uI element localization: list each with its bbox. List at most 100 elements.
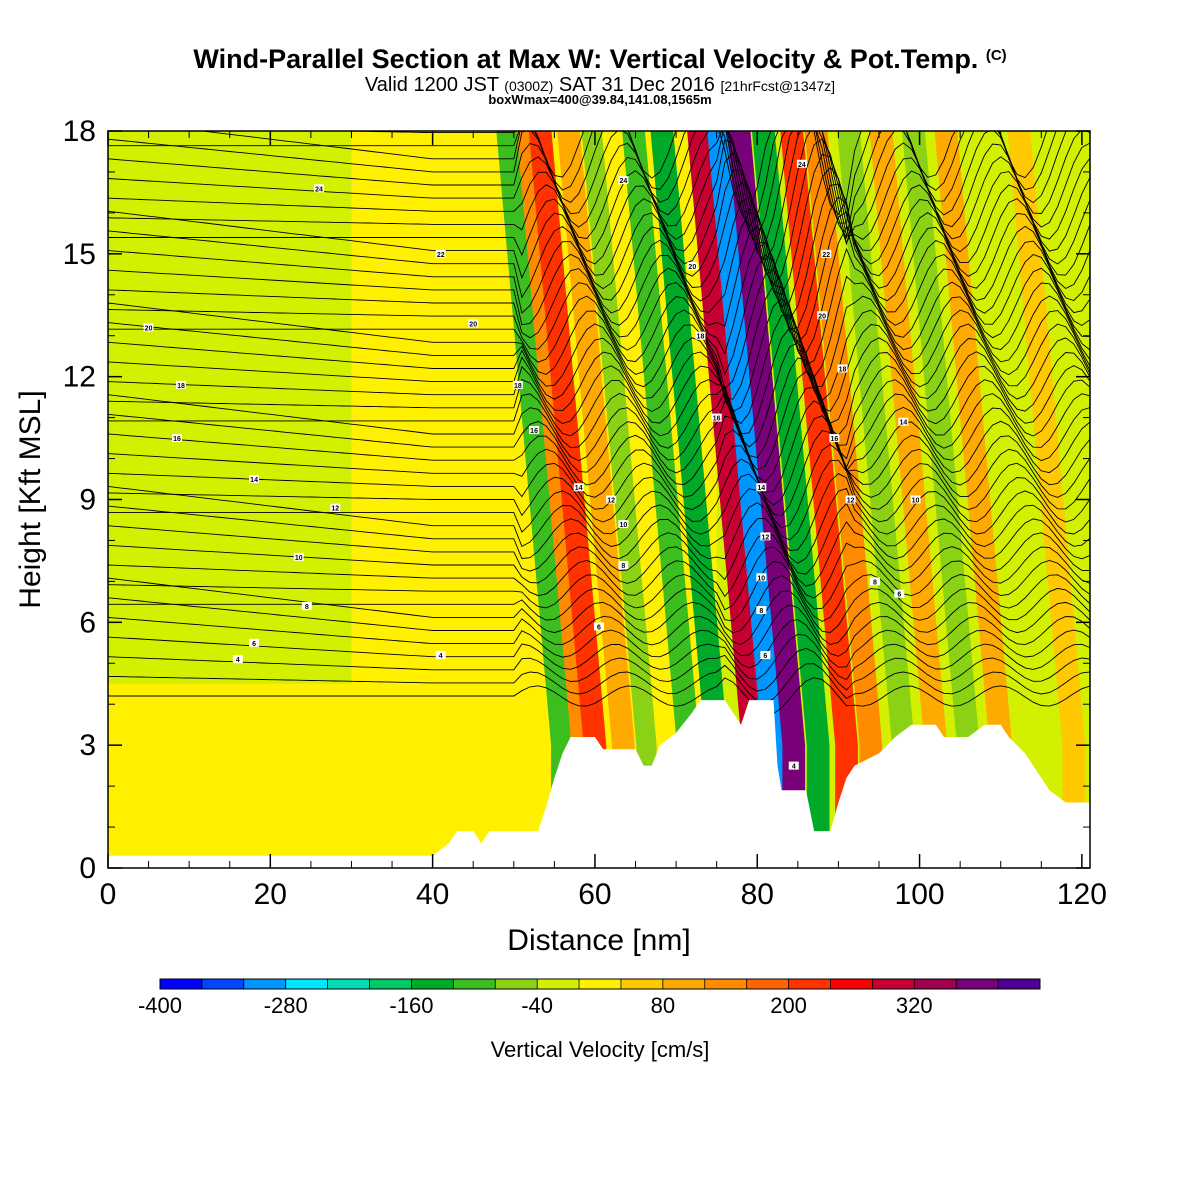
- contour-label-bg: [711, 413, 722, 422]
- contour-label: 16: [830, 436, 838, 443]
- colorbar-swatch: [369, 979, 412, 989]
- contour-label-bg: [618, 561, 629, 570]
- contour-label-bg: [594, 622, 604, 631]
- colorbar-swatch: [914, 979, 957, 989]
- contour-label-bg: [898, 417, 909, 426]
- contour-label: 14: [899, 420, 907, 427]
- contour-label: 16: [173, 436, 181, 443]
- colorbar-swatch: [453, 979, 496, 989]
- contour-label-bg: [869, 577, 880, 586]
- contour-label-bg: [788, 761, 799, 770]
- wave-band: [687, 131, 765, 868]
- theta-contour-line: [108, 458, 1090, 541]
- contour-label: 20: [688, 264, 696, 271]
- y-axis-label: Height [Kft MSL]: [14, 390, 47, 608]
- theta-contour-line: [199, 131, 1068, 239]
- contour-label-bg: [910, 495, 921, 504]
- theta-contour-line: [108, 357, 1090, 460]
- theta-contour-line: [108, 546, 1090, 611]
- colorbar-swatch: [243, 979, 287, 989]
- colorbar-label: Vertical Velocity [cm/s]: [491, 1037, 710, 1062]
- x-tick-label: 120: [1057, 878, 1107, 911]
- theta-contour-line: [108, 181, 1090, 320]
- contour-label: 20: [469, 321, 477, 328]
- contour-label-bg: [821, 249, 832, 258]
- contour-label-bg: [314, 184, 325, 193]
- title-main: Wind-Parallel Section at Max W: Vertical…: [193, 44, 979, 74]
- colorbar-tick-label: -160: [389, 993, 433, 1018]
- colorbar-frame: [159, 978, 1041, 990]
- contour-label-bg: [796, 159, 807, 168]
- contour-label-bg: [760, 532, 771, 541]
- box-wmax-info: boxWmax=400@39.84,141.08,1565m: [488, 92, 712, 107]
- colorbar-swatch: [662, 979, 706, 989]
- wave-band: [752, 131, 830, 868]
- contour-label: 18: [839, 366, 847, 373]
- theta-contour-line: [108, 648, 1090, 692]
- colorbar-swatch: [788, 979, 831, 989]
- x-tick-label: 80: [741, 878, 774, 911]
- x-tick-label: 100: [895, 878, 945, 911]
- theta-contour-line: [108, 485, 1090, 564]
- theta-contour-line: [108, 415, 1090, 506]
- contour-label-bg: [845, 495, 856, 504]
- field-region: [108, 683, 352, 868]
- y-tick-label: 6: [79, 606, 96, 639]
- axes: 0 20 40 60 80 100 120 0 3 6 9 12 15 18: [63, 115, 1107, 911]
- contour-label-bg: [618, 176, 629, 185]
- contour-label: 4: [439, 653, 443, 660]
- y-tick-label: 15: [63, 238, 96, 271]
- wave-band: [975, 131, 1053, 868]
- theta-contour-line: [108, 531, 1090, 599]
- colorbar-swatch: [579, 979, 622, 989]
- valid-date: SAT 31 Dec 2016: [558, 74, 715, 96]
- contour-label-bg: [249, 475, 260, 484]
- contour-label-bg: [837, 364, 848, 373]
- contour-label: 8: [873, 579, 877, 586]
- colorbar-tick-label: -40: [521, 993, 553, 1018]
- colorbar-swatch: [830, 979, 873, 989]
- colorbar-swatch: [285, 979, 329, 989]
- wave-band: [1007, 131, 1086, 868]
- colorbar-swatch: [201, 979, 245, 989]
- valid-prefix: Valid 1200 JST: [364, 74, 499, 96]
- contour-label-bg: [618, 520, 629, 529]
- contour-label-bg: [756, 573, 767, 582]
- colorbar-swatch: [411, 979, 454, 989]
- colorbar-tick-label: -280: [264, 993, 308, 1018]
- theta-contour-line: [108, 196, 1090, 330]
- theta-contour-line: [108, 597, 1090, 657]
- theta-contour-line: [108, 473, 1090, 551]
- theta-contour-line: [108, 443, 1090, 529]
- y-tick-label: 3: [79, 729, 96, 762]
- contour-label: 22: [822, 252, 830, 259]
- colorbar-swatch: [495, 979, 538, 989]
- contour-label-bg: [435, 249, 446, 258]
- contour-label-bg: [606, 495, 617, 504]
- y-tick-label: 12: [63, 361, 96, 394]
- theta-contour-line: [108, 241, 1090, 366]
- theta-contour-line: [108, 166, 1090, 308]
- theta-contour-line: [108, 370, 1090, 471]
- contour-label: 20: [818, 313, 826, 320]
- contour-label: 18: [514, 383, 522, 390]
- theta-contour-line: [108, 342, 1090, 448]
- contour-label-bg: [529, 425, 540, 434]
- colorbar-swatch: [620, 979, 664, 989]
- contour-label-bg: [687, 262, 698, 271]
- theta-contour-line: [108, 131, 1057, 227]
- contour-label: 24: [619, 178, 627, 185]
- colorbar-swatch: [956, 979, 999, 989]
- contour-label-bg: [760, 651, 771, 660]
- contour-label-bg: [756, 606, 767, 615]
- contour-label: 4: [792, 764, 796, 771]
- y-tick-label: 18: [63, 115, 96, 148]
- colorbar-tick-label: 80: [651, 993, 675, 1018]
- theta-contour-line: [108, 210, 1090, 343]
- x-tick-label: 40: [416, 878, 449, 911]
- contour-label: 12: [761, 534, 769, 541]
- contour-label: 8: [759, 608, 763, 615]
- contour-label: 14: [250, 477, 258, 484]
- contour-label-bg: [756, 483, 767, 492]
